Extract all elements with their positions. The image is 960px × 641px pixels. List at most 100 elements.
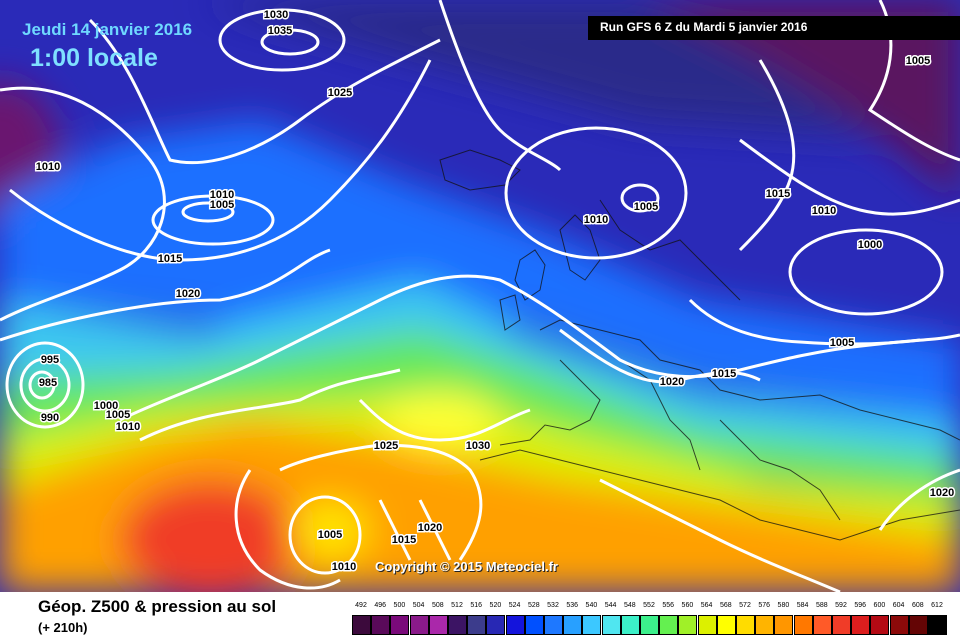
legend-label: 612: [931, 602, 943, 609]
weather-map: 1030 1035 1025 1005 1010 1010 1005 1015 …: [0, 0, 960, 592]
isobar-label: 1010: [812, 205, 836, 217]
legend-swatch: [428, 615, 448, 635]
legend-label: 496: [374, 602, 387, 609]
isobar-label: 1020: [930, 487, 954, 499]
legend-label: 568: [719, 602, 732, 609]
forecast-offset: (+ 210h): [38, 620, 88, 635]
legend-swatch: [716, 615, 736, 635]
forecast-time: 1:00 locale: [30, 44, 158, 72]
map-title: Géop. Z500 & pression au sol: [38, 597, 277, 616]
run-info: Run GFS 6 Z du Mardi 5 janvier 2016: [600, 20, 808, 34]
legend-swatch: [774, 615, 794, 635]
isobar-label: 995: [41, 354, 59, 366]
legend-swatch: [524, 615, 544, 635]
legend-swatch: [467, 615, 487, 635]
isobar-label: 1000: [858, 239, 882, 251]
legend-swatch: [659, 615, 679, 635]
legend-label: 580: [777, 602, 790, 609]
isobar-label: 1015: [158, 253, 182, 265]
legend-swatch: [889, 615, 909, 635]
isobar-label: 1030: [466, 440, 490, 452]
legend-label: 520: [489, 602, 502, 609]
legend-swatch: [544, 615, 563, 635]
copyright-notice: Copyright © 2015 Meteociel.fr: [375, 559, 558, 574]
legend-swatch: [870, 615, 890, 635]
legend-label: 536: [566, 602, 579, 609]
isobar-lines: [0, 0, 960, 592]
legend-label: 548: [623, 602, 636, 609]
legend-swatch: [601, 615, 621, 635]
isobar-label: 1030: [264, 9, 288, 21]
isobar-label: 1015: [392, 534, 416, 546]
isobar-label: 1025: [328, 87, 352, 99]
footer: Géop. Z500 & pression au sol (+ 210h) 49…: [0, 592, 960, 641]
forecast-date: Jeudi 14 janvier 2016: [22, 20, 193, 39]
legend-swatch: [812, 615, 832, 635]
coastlines: [439, 149, 960, 541]
isobar-label: 1020: [418, 522, 442, 534]
legend-swatch: [793, 615, 813, 635]
legend-label: 524: [508, 602, 521, 609]
legend-label: 592: [835, 602, 847, 609]
legend-swatch: [390, 615, 410, 635]
isobar-label: 1005: [830, 337, 854, 349]
legend-label: 508: [431, 602, 444, 609]
legend-label: 528: [527, 602, 540, 609]
isobar-label: 1005: [318, 529, 342, 541]
legend-swatch: [563, 615, 583, 635]
isobar-label: 1015: [712, 368, 736, 380]
legend-label: 500: [393, 602, 406, 609]
legend-label: 608: [911, 602, 924, 609]
legend-label: 556: [662, 602, 675, 609]
legend-label: 544: [604, 602, 617, 609]
legend-label: 552: [643, 602, 655, 609]
legend-label: 540: [585, 602, 598, 609]
isobar-label: 1000: [94, 400, 118, 412]
isobar-label: 1005: [210, 199, 234, 211]
legend-swatch: [505, 615, 525, 635]
legend-swatch: [640, 615, 659, 635]
legend-label: 596: [854, 602, 867, 609]
isobar-label: 990: [41, 412, 59, 424]
legend-label: 584: [796, 602, 809, 609]
legend-swatch: [736, 615, 755, 635]
legend-label: 516: [470, 602, 483, 609]
isobar-label: 1005: [906, 55, 930, 67]
legend-label: 504: [412, 602, 425, 609]
legend-swatch: [582, 615, 602, 635]
legend-label: 572: [739, 602, 751, 609]
isobar-label: 1005: [634, 201, 658, 213]
isobar-label: 1020: [176, 288, 200, 300]
legend-label: 492: [355, 602, 367, 609]
isobar-labels: 1030 1035 1025 1005 1010 1010 1005 1015 …: [34, 8, 955, 575]
isobar-label: 1010: [116, 421, 140, 433]
legend-swatch: [832, 615, 851, 635]
legend-swatch: [851, 615, 871, 635]
color-legend: 492 496 500 504 508 512 516 520 524 528 532 536 540 5…: [352, 602, 947, 638]
legend-swatch: [486, 615, 506, 635]
run-info-box: [588, 16, 960, 40]
isobar-label: 1010: [584, 214, 608, 226]
legend-swatch: [352, 615, 371, 635]
legend-swatch: [409, 615, 429, 635]
isobar-label: 1010: [332, 561, 356, 573]
isobar-label: 1015: [766, 188, 790, 200]
isobar-label: 1025: [374, 440, 398, 452]
legend-label: 604: [892, 602, 905, 609]
isobar-label: 1010: [36, 161, 60, 173]
legend-swatch: [697, 615, 717, 635]
isobar-label: 985: [39, 377, 57, 389]
legend-swatch: [620, 615, 640, 635]
legend-label: 600: [873, 602, 886, 609]
legend-label: 564: [700, 602, 713, 609]
legend-label: 560: [681, 602, 694, 609]
isobar-label: 1035: [268, 25, 292, 37]
legend-label: 532: [547, 602, 559, 609]
legend-swatch: [928, 615, 947, 635]
isobar-label: 1005: [106, 409, 130, 421]
legend-swatch: [448, 615, 467, 635]
isobar-label: 1020: [660, 376, 684, 388]
legend-label: 512: [451, 602, 463, 609]
isobar-label: 1010: [210, 189, 234, 201]
legend-swatch: [678, 615, 698, 635]
